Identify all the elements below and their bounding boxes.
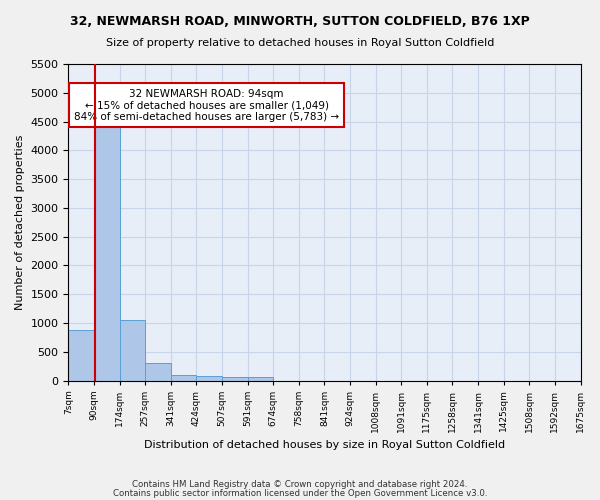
Bar xyxy=(222,377,248,380)
Bar xyxy=(145,363,171,380)
Text: Contains public sector information licensed under the Open Government Licence v3: Contains public sector information licen… xyxy=(113,489,487,498)
Bar xyxy=(68,330,94,380)
Bar xyxy=(171,375,196,380)
Text: 32 NEWMARSH ROAD: 94sqm
← 15% of detached houses are smaller (1,049)
84% of semi: 32 NEWMARSH ROAD: 94sqm ← 15% of detache… xyxy=(74,88,339,122)
Text: 32, NEWMARSH ROAD, MINWORTH, SUTTON COLDFIELD, B76 1XP: 32, NEWMARSH ROAD, MINWORTH, SUTTON COLD… xyxy=(70,15,530,28)
Y-axis label: Number of detached properties: Number of detached properties xyxy=(15,134,25,310)
X-axis label: Distribution of detached houses by size in Royal Sutton Coldfield: Distribution of detached houses by size … xyxy=(144,440,505,450)
Bar xyxy=(119,320,145,380)
Bar xyxy=(196,376,222,380)
Bar xyxy=(248,377,273,380)
Text: Size of property relative to detached houses in Royal Sutton Coldfield: Size of property relative to detached ho… xyxy=(106,38,494,48)
Bar xyxy=(94,118,119,380)
Text: Contains HM Land Registry data © Crown copyright and database right 2024.: Contains HM Land Registry data © Crown c… xyxy=(132,480,468,489)
